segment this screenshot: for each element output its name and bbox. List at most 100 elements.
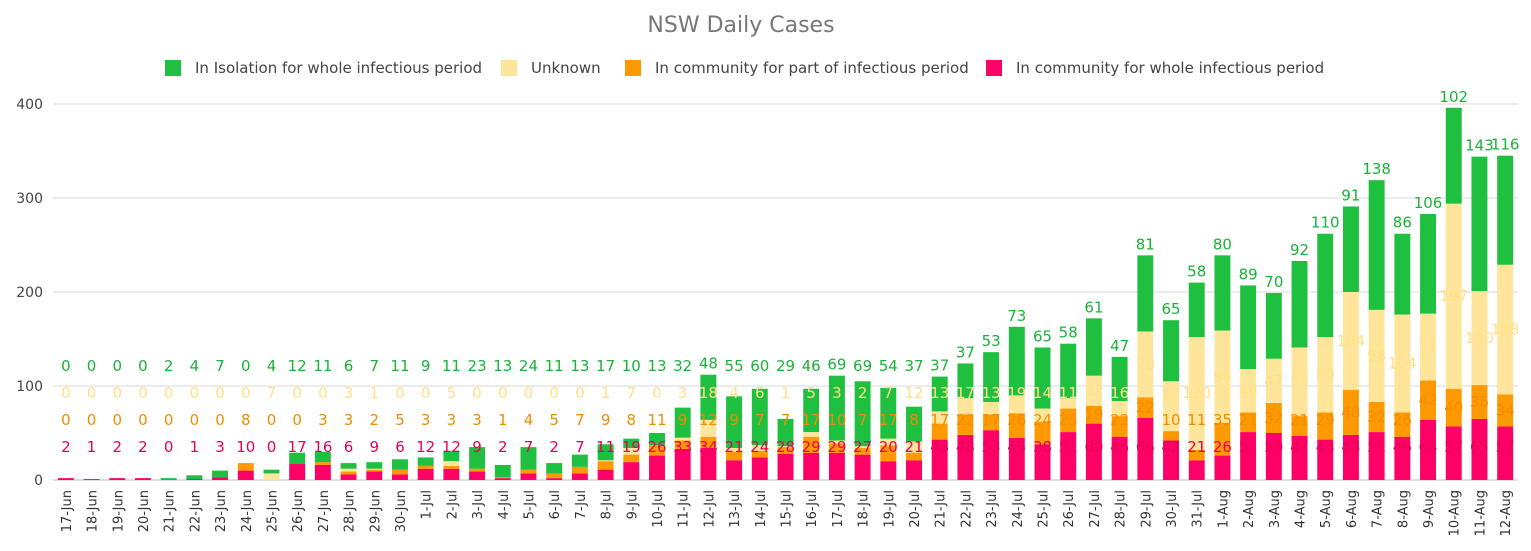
bar-segment xyxy=(623,448,640,455)
data-label: 42 xyxy=(1161,438,1180,456)
data-label: 60 xyxy=(750,357,769,375)
x-tick-label: 13-Jul xyxy=(728,490,743,528)
bar-segment xyxy=(366,462,383,469)
data-label: 16 xyxy=(313,438,332,456)
data-labels: 2000100020002000000210043007108000074170… xyxy=(61,88,1519,456)
data-label: 98 xyxy=(1213,368,1232,386)
data-label: 2 xyxy=(112,438,122,456)
bar-segment xyxy=(777,447,794,454)
data-label: 19 xyxy=(1007,384,1026,402)
bar-segment xyxy=(1265,433,1282,480)
bar-segment xyxy=(546,463,563,474)
bar-segment xyxy=(880,438,897,446)
data-label: 81 xyxy=(1136,235,1155,253)
data-label: 1 xyxy=(781,384,791,402)
bar-segment xyxy=(1163,320,1179,382)
data-label: 4 xyxy=(729,384,739,402)
data-label: 21 xyxy=(904,438,923,456)
data-label: 13 xyxy=(982,384,1001,402)
legend-swatch xyxy=(625,60,641,76)
bar-segment xyxy=(1368,401,1385,433)
bar-segment xyxy=(571,473,588,480)
bar-segment xyxy=(931,376,948,412)
data-label: 9 xyxy=(729,411,739,429)
bar-segment xyxy=(983,352,1000,402)
bar-segment xyxy=(674,437,691,441)
bar-segment xyxy=(1137,417,1154,480)
data-label: 12 xyxy=(904,384,923,402)
bar-segment xyxy=(392,469,408,475)
data-label: 5 xyxy=(549,411,559,429)
data-label: 1 xyxy=(498,411,508,429)
data-label: 51 xyxy=(1367,438,1386,456)
x-tick-label: 7-Jul xyxy=(574,490,589,519)
x-tick-label: 25-Jun xyxy=(265,490,280,532)
data-label: 51 xyxy=(1059,438,1078,456)
bar-segment xyxy=(443,468,460,480)
data-label: 73 xyxy=(1007,307,1026,325)
data-label: 24 xyxy=(519,357,538,375)
data-label: 0 xyxy=(318,384,328,402)
data-label: 8 xyxy=(909,411,919,429)
bar-segment xyxy=(520,469,537,474)
data-label: 91 xyxy=(1341,186,1360,204)
bar-segment xyxy=(314,464,331,480)
data-label: 0 xyxy=(652,384,662,402)
bar-segment xyxy=(1008,326,1025,396)
bar-segment xyxy=(623,454,640,463)
data-label: 0 xyxy=(215,384,225,402)
bar-segment xyxy=(957,434,974,480)
x-tick-label: 26-Jul xyxy=(1062,490,1077,528)
data-label: 0 xyxy=(241,357,251,375)
bar-segment xyxy=(597,444,614,461)
data-label: 26 xyxy=(1393,411,1412,429)
data-label: 9 xyxy=(472,438,482,456)
data-label: 4 xyxy=(267,357,277,375)
x-tick-label: 5-Aug xyxy=(1319,490,1334,528)
bar-segment xyxy=(726,396,743,449)
bar-segment xyxy=(1291,416,1308,436)
data-label: 5 xyxy=(447,384,457,402)
data-label: 18 xyxy=(699,384,718,402)
bar-segment xyxy=(931,411,948,424)
data-label: 51 xyxy=(1239,438,1258,456)
data-label: 7 xyxy=(575,411,585,429)
data-label: 10 xyxy=(827,411,846,429)
data-label: 32 xyxy=(1084,382,1103,400)
bar-segment xyxy=(1317,337,1334,413)
bar-segment xyxy=(1214,255,1231,331)
data-label: 100 xyxy=(1465,329,1494,347)
data-label: 7 xyxy=(755,411,765,429)
data-label: 65 xyxy=(1470,438,1489,456)
data-label: 0 xyxy=(61,384,71,402)
data-label: 116 xyxy=(1491,136,1520,154)
data-label: 7 xyxy=(884,384,894,402)
data-label: 57 xyxy=(1496,438,1515,456)
bar-segment xyxy=(392,474,408,480)
data-label: 2 xyxy=(549,438,559,456)
data-label: 3 xyxy=(344,384,354,402)
bar-segment xyxy=(1111,436,1128,480)
data-label: 34 xyxy=(1496,401,1515,419)
bar-segment xyxy=(366,471,383,480)
data-label: 29 xyxy=(1316,411,1335,429)
bar-segment xyxy=(1394,233,1411,315)
y-tick-label: 400 xyxy=(16,97,43,113)
bar-segment xyxy=(186,475,203,480)
data-label: 17 xyxy=(802,411,821,429)
data-label: 70 xyxy=(1136,355,1155,373)
data-label: 7 xyxy=(627,384,637,402)
data-label: 53 xyxy=(982,438,1001,456)
bar-segment xyxy=(1368,309,1385,402)
bar-segment xyxy=(1265,402,1282,433)
legend-entry: In community for whole infectious period xyxy=(1016,59,1324,77)
x-tick-label: 5-Jul xyxy=(522,490,537,519)
data-label: 11 xyxy=(596,438,615,456)
data-label: 46 xyxy=(1393,438,1412,456)
bar-segment xyxy=(1445,388,1462,427)
x-tick-label: 3-Jul xyxy=(471,490,486,519)
bar-segment xyxy=(880,445,897,462)
data-label: 46 xyxy=(1239,382,1258,400)
data-label: 71 xyxy=(1418,338,1437,356)
data-label: 2 xyxy=(138,438,148,456)
